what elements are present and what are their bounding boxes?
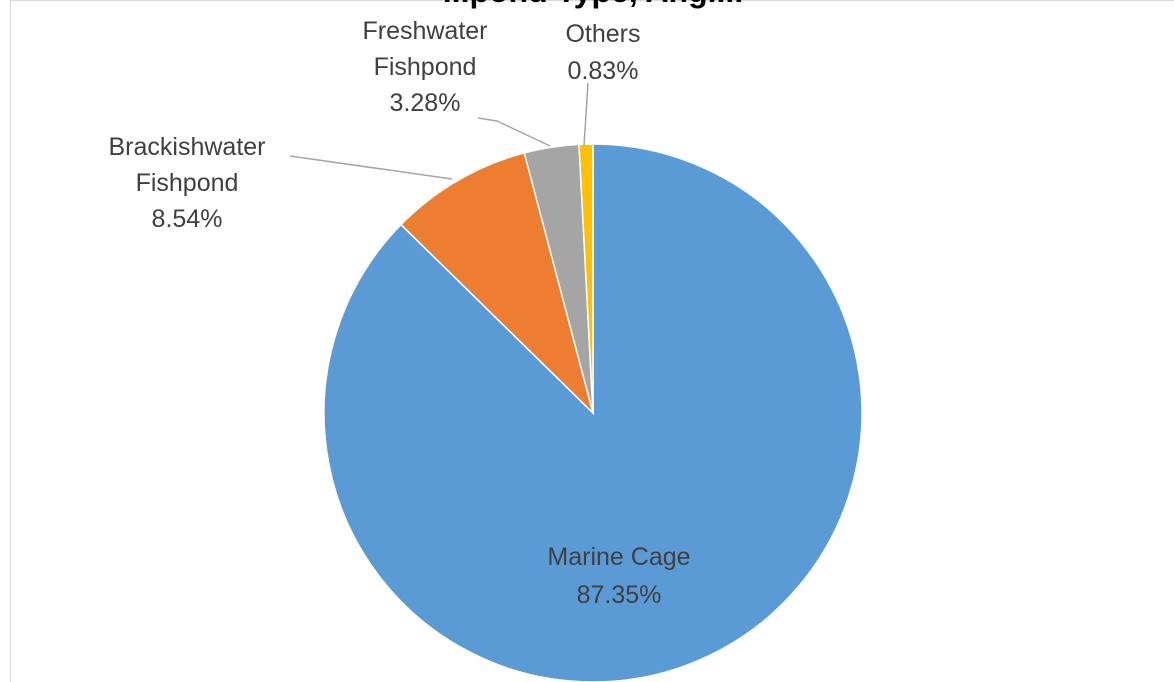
slice-label-marine-name: Marine Cage [547, 543, 690, 571]
chart-frame: ...pond Type, Angl... [10, 0, 1174, 682]
pie-slice-brackishwater-fishpond [399, 152, 595, 416]
chart-title: ...pond Type, Angl... [11, 0, 1174, 10]
slice-label-brackish-name-2: Fishpond [136, 169, 239, 197]
slice-label-fresh-pct: 3.28% [390, 89, 461, 117]
leader-line-brackishwater [289, 155, 453, 180]
leader-line-freshwater [477, 117, 551, 147]
pie-slice-others [578, 143, 594, 414]
pie-slices [323, 143, 863, 682]
slice-label-marine-pct: 87.35% [577, 581, 662, 609]
slice-label-brackish-name-1: Brackishwater [109, 133, 266, 161]
leader-line-others [583, 82, 589, 147]
slice-label-fresh-name-2: Fishpond [374, 53, 477, 81]
slice-label-fresh-name-1: Freshwater [362, 17, 487, 45]
slice-label-others-pct: 0.83% [568, 57, 639, 85]
slice-label-brackish-pct: 8.54% [152, 205, 223, 233]
slice-label-others-name: Others [565, 20, 640, 48]
